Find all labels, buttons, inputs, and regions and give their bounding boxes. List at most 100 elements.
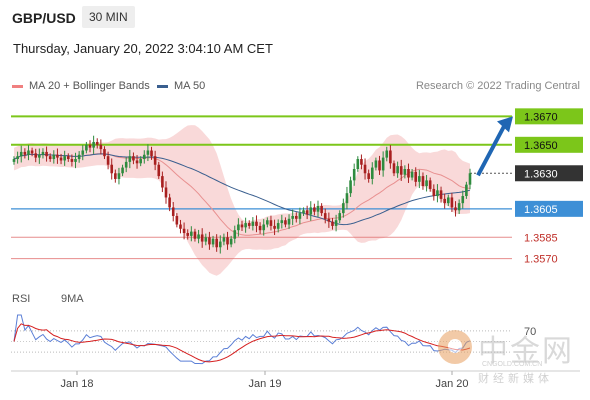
candle-body [323,213,327,219]
candle-body [457,203,461,211]
legend-item-rsi: RSI [12,293,30,305]
candle [23,148,27,159]
candle [63,150,66,166]
candle [374,157,378,171]
candle [255,215,258,233]
candle [294,212,298,223]
candle-body [418,176,421,182]
bollinger-band-layer [14,125,470,276]
candle [446,194,450,206]
candle-body [410,171,414,178]
candle [190,226,193,242]
candle [12,156,16,165]
candle-body [30,150,34,154]
candle-body [150,150,153,157]
candle-body [99,144,103,150]
legend-item-ma20: MA 20 + Bollinger Bands [12,80,150,92]
candle [153,150,157,171]
candle-body [302,210,305,214]
candle-body [367,173,370,179]
candle-body [262,224,266,231]
candle [244,217,247,233]
candle-body [421,176,425,187]
candle [56,148,59,164]
ma50-line [13,153,471,226]
candle [432,184,436,201]
watermark-logo-icon [438,330,472,364]
candle-body [38,154,41,158]
candle [92,135,95,154]
candle-body [153,156,157,165]
candle [399,159,403,181]
candle [370,162,374,185]
candle-body [168,197,171,208]
candle-body [338,213,342,221]
candle [378,155,381,175]
candle-body [222,237,226,242]
candle [117,167,121,185]
candle [349,176,352,197]
candle [204,233,208,246]
candle-body [186,233,190,236]
level-1-3570-label-text: 1.3570 [524,254,558,266]
candle-body [121,167,124,174]
candle [146,144,150,162]
candle-body [298,213,302,219]
candle-body [316,206,320,212]
candle-body [215,238,218,248]
candle [425,174,428,192]
candle-body [378,160,381,171]
candle-body [465,184,468,197]
candle-body [446,197,450,204]
candle-body [389,150,392,164]
level-1-3605-label-text: 1.3605 [524,204,558,216]
candle [266,217,269,228]
candle-body [432,188,436,197]
candle [208,231,211,250]
candle [175,213,179,228]
rsi-9ma-line [13,323,471,363]
level-1-3650-label: 1.3650 [515,136,583,153]
candle-body [309,207,313,215]
candle-body [454,207,457,211]
candle-body [19,151,23,157]
candle [273,219,276,236]
candle-body [85,144,88,151]
rsi-panel: 70 [11,314,536,365]
candle-body [193,231,197,239]
candle [276,219,280,233]
candle-body [175,215,179,225]
candle-body [56,154,59,158]
level-1-3650-label-text: 1.3650 [524,140,558,152]
candle-body [334,220,338,226]
candle [269,215,273,231]
candle [284,217,287,228]
candle-body [305,210,309,215]
candle-body [218,241,222,248]
candle [218,235,222,254]
candle [298,207,302,225]
candle [88,140,92,153]
candle-body [161,176,164,188]
level-1-3670-label-bg [515,108,583,125]
candle [414,167,418,187]
candle [468,168,472,190]
candle-body [291,215,294,219]
candle-body [287,218,291,225]
candle [352,163,356,186]
candle-body [276,223,280,229]
candle-body [27,150,30,155]
candle-body [208,237,211,245]
candle-body [139,159,142,164]
watermark-name: 中金网 [478,334,574,369]
candle [302,207,305,216]
candle-body [396,166,399,174]
candle [81,145,85,161]
candle-body [461,196,465,204]
candle-body [142,154,146,160]
timeframe-badge[interactable]: 30 MIN [82,6,135,28]
candle-body [74,159,77,162]
candle-body [135,160,139,164]
legend-label-ma50: MA 50 [174,80,206,92]
candle-body [157,164,161,177]
